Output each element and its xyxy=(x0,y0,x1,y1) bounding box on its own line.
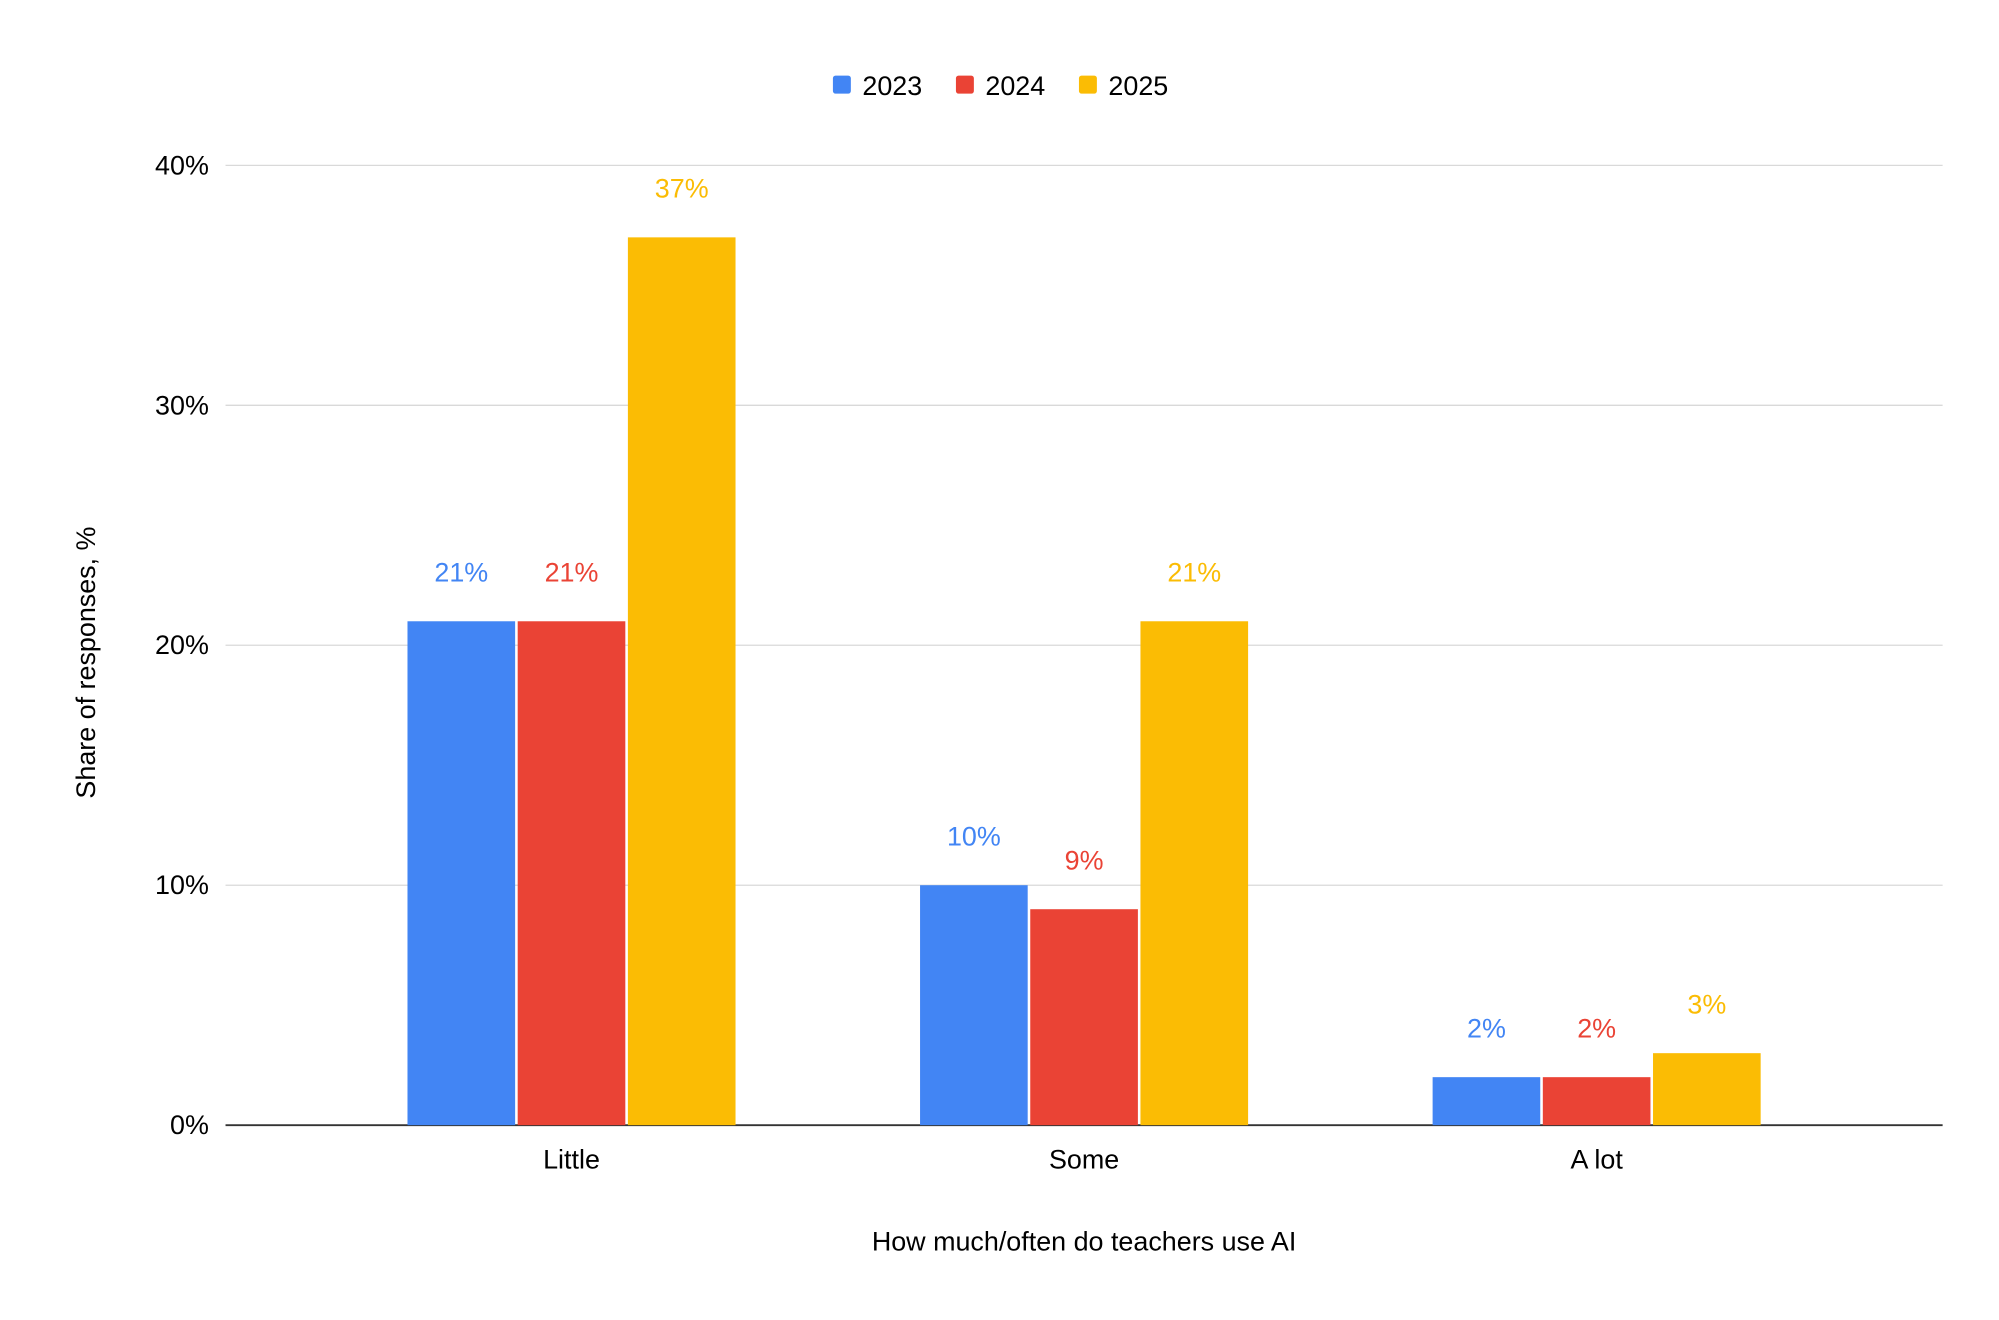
legend-swatch-2025 xyxy=(1078,75,1097,94)
legend: 2023 2024 2025 xyxy=(832,71,1168,101)
legend-label-2025: 2025 xyxy=(1108,71,1168,101)
legend-swatch-2024 xyxy=(955,75,974,94)
data-label: 21% xyxy=(434,558,488,588)
data-label: 2% xyxy=(1467,1013,1506,1043)
bar-2025-little xyxy=(627,237,736,1126)
legend-label-2024: 2024 xyxy=(985,71,1045,101)
data-label: 9% xyxy=(1065,845,1104,875)
data-label: 21% xyxy=(1167,558,1221,588)
y-tick-label: 0% xyxy=(170,1110,209,1140)
gridlines: 0% 10% 20% 30% 40% xyxy=(155,150,1943,1140)
x-tick-label: A lot xyxy=(1570,1145,1623,1175)
x-tick-label: Little xyxy=(543,1145,600,1175)
data-label: 3% xyxy=(1687,989,1726,1019)
data-label: 10% xyxy=(947,821,1001,851)
bar-2024-some xyxy=(1030,909,1138,1126)
y-tick-label: 30% xyxy=(155,390,209,420)
bar-2024-little xyxy=(517,621,626,1126)
data-label: 21% xyxy=(545,558,599,588)
bar-2023-a-lot xyxy=(1432,1077,1541,1126)
y-tick-label: 40% xyxy=(155,150,209,180)
bar-2024-a-lot xyxy=(1542,1077,1651,1126)
x-tick-label: Some xyxy=(1049,1145,1119,1175)
data-label: 2% xyxy=(1577,1013,1616,1043)
legend-swatch-2023 xyxy=(832,75,851,94)
y-tick-label: 20% xyxy=(155,630,209,660)
bar-2023-little xyxy=(407,621,516,1126)
y-tick-label: 10% xyxy=(155,870,209,900)
bar-2025-some xyxy=(1140,621,1249,1126)
bars: Little 21% 21% 37% Some 10% 9% 21% A lot 2% 2% 3% xyxy=(407,174,1761,1175)
data-label: 37% xyxy=(655,174,709,204)
bar-2025-a-lot xyxy=(1653,1053,1761,1126)
legend-label-2023: 2023 xyxy=(862,71,922,101)
y-axis-title: Share of responses, % xyxy=(71,527,101,799)
x-axis-title: How much/often do teachers use AI xyxy=(872,1227,1297,1257)
bar-2023-some xyxy=(920,885,1028,1126)
